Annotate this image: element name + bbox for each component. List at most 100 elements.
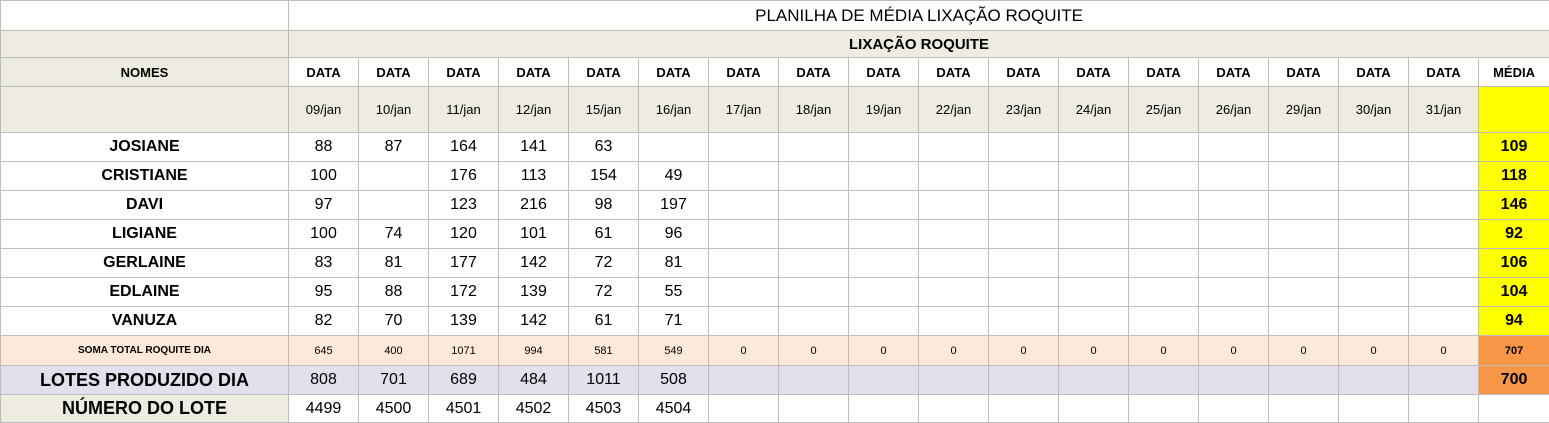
person-name-cell[interactable]: LIGIANE	[1, 220, 289, 249]
value-cell[interactable]: 95	[289, 278, 359, 307]
soma-value-cell[interactable]: 0	[779, 336, 849, 366]
value-cell[interactable]: 100	[289, 162, 359, 191]
value-cell[interactable]	[1129, 307, 1199, 336]
value-cell[interactable]: 55	[639, 278, 709, 307]
value-cell[interactable]	[849, 133, 919, 162]
date-cell[interactable]: 29/jan	[1269, 87, 1339, 133]
lotes-value-cell[interactable]: 701	[359, 366, 429, 395]
value-cell[interactable]	[779, 162, 849, 191]
value-cell[interactable]	[1059, 307, 1129, 336]
value-cell[interactable]: 98	[569, 191, 639, 220]
soma-value-cell[interactable]: 0	[849, 336, 919, 366]
person-name-cell[interactable]: JOSIANE	[1, 133, 289, 162]
value-cell[interactable]: 61	[569, 307, 639, 336]
value-cell[interactable]	[849, 191, 919, 220]
soma-value-cell[interactable]: 0	[1199, 336, 1269, 366]
lotes-value-cell[interactable]	[849, 366, 919, 395]
value-cell[interactable]	[779, 278, 849, 307]
date-cell[interactable]: 16/jan	[639, 87, 709, 133]
person-name-cell[interactable]: CRISTIANE	[1, 162, 289, 191]
value-cell[interactable]: 123	[429, 191, 499, 220]
sheet-subtitle[interactable]: LIXAÇÃO ROQUITE	[289, 31, 1549, 58]
value-cell[interactable]	[1339, 220, 1409, 249]
value-cell[interactable]	[1409, 278, 1479, 307]
value-cell[interactable]: 49	[639, 162, 709, 191]
numero-lote-value-cell[interactable]: 4501	[429, 395, 499, 423]
media-value-cell[interactable]: 118	[1479, 162, 1549, 191]
value-cell[interactable]	[1339, 249, 1409, 278]
media-header-blank-cell[interactable]	[1479, 87, 1549, 133]
value-cell[interactable]	[709, 307, 779, 336]
value-cell[interactable]	[709, 191, 779, 220]
value-cell[interactable]	[1409, 133, 1479, 162]
value-cell[interactable]	[1269, 133, 1339, 162]
value-cell[interactable]	[709, 220, 779, 249]
subtitle-blank-cell[interactable]	[1, 31, 289, 58]
value-cell[interactable]: 72	[569, 278, 639, 307]
value-cell[interactable]: 63	[569, 133, 639, 162]
date-header-cell[interactable]: DATA	[919, 58, 989, 87]
lotes-value-cell[interactable]: 1011	[569, 366, 639, 395]
lotes-value-cell[interactable]: 484	[499, 366, 569, 395]
value-cell[interactable]	[1199, 162, 1269, 191]
soma-value-cell[interactable]: 0	[919, 336, 989, 366]
value-cell[interactable]	[1129, 220, 1199, 249]
value-cell[interactable]: 141	[499, 133, 569, 162]
value-cell[interactable]	[1129, 162, 1199, 191]
value-cell[interactable]	[1059, 249, 1129, 278]
value-cell[interactable]: 72	[569, 249, 639, 278]
numero-lote-value-cell[interactable]	[1199, 395, 1269, 423]
value-cell[interactable]: 74	[359, 220, 429, 249]
date-cell[interactable]: 30/jan	[1339, 87, 1409, 133]
value-cell[interactable]	[779, 249, 849, 278]
lotes-value-cell[interactable]: 689	[429, 366, 499, 395]
soma-value-cell[interactable]: 0	[1339, 336, 1409, 366]
date-header-cell[interactable]: DATA	[1269, 58, 1339, 87]
value-cell[interactable]	[1269, 191, 1339, 220]
numero-lote-value-cell[interactable]	[849, 395, 919, 423]
date-cell[interactable]: 15/jan	[569, 87, 639, 133]
media-value-cell[interactable]: 109	[1479, 133, 1549, 162]
value-cell[interactable]: 88	[359, 278, 429, 307]
value-cell[interactable]	[849, 220, 919, 249]
lotes-value-cell[interactable]	[1129, 366, 1199, 395]
lotes-value-cell[interactable]: 508	[639, 366, 709, 395]
value-cell[interactable]	[1409, 220, 1479, 249]
numero-lote-value-cell[interactable]	[709, 395, 779, 423]
value-cell[interactable]: 139	[499, 278, 569, 307]
value-cell[interactable]: 172	[429, 278, 499, 307]
date-header-cell[interactable]: DATA	[1199, 58, 1269, 87]
numero-lote-value-cell[interactable]	[779, 395, 849, 423]
date-cell[interactable]: 25/jan	[1129, 87, 1199, 133]
date-header-cell[interactable]: DATA	[779, 58, 849, 87]
value-cell[interactable]	[359, 162, 429, 191]
lotes-value-cell[interactable]	[779, 366, 849, 395]
media-value-cell[interactable]: 94	[1479, 307, 1549, 336]
date-cell[interactable]: 11/jan	[429, 87, 499, 133]
date-header-cell[interactable]: DATA	[359, 58, 429, 87]
numero-lote-value-cell[interactable]: 4504	[639, 395, 709, 423]
value-cell[interactable]	[989, 133, 1059, 162]
value-cell[interactable]	[1059, 162, 1129, 191]
value-cell[interactable]: 154	[569, 162, 639, 191]
value-cell[interactable]	[1199, 191, 1269, 220]
date-cell[interactable]: 18/jan	[779, 87, 849, 133]
date-header-cell[interactable]: DATA	[499, 58, 569, 87]
value-cell[interactable]	[639, 133, 709, 162]
value-cell[interactable]	[1409, 249, 1479, 278]
value-cell[interactable]	[919, 220, 989, 249]
value-cell[interactable]: 177	[429, 249, 499, 278]
soma-total-media[interactable]: 707	[1479, 336, 1549, 366]
value-cell[interactable]	[989, 278, 1059, 307]
value-cell[interactable]	[849, 162, 919, 191]
lotes-value-cell[interactable]	[709, 366, 779, 395]
value-cell[interactable]	[1409, 162, 1479, 191]
date-cell[interactable]: 17/jan	[709, 87, 779, 133]
date-cell[interactable]: 31/jan	[1409, 87, 1479, 133]
value-cell[interactable]	[849, 249, 919, 278]
value-cell[interactable]	[1339, 307, 1409, 336]
date-cell[interactable]: 26/jan	[1199, 87, 1269, 133]
lotes-value-cell[interactable]	[1409, 366, 1479, 395]
lotes-value-cell[interactable]	[1269, 366, 1339, 395]
lotes-value-cell[interactable]	[989, 366, 1059, 395]
